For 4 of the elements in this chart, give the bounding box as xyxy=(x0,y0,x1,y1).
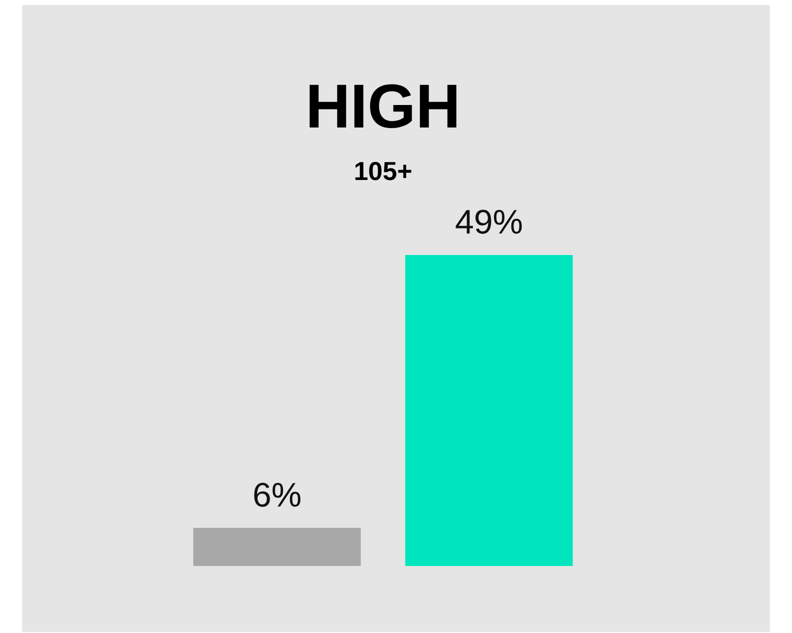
chart-subtitle: 105+ xyxy=(354,156,412,186)
data-label: 6% xyxy=(252,476,302,514)
data-label: 49% xyxy=(454,203,524,242)
chart-title: HIGH xyxy=(306,72,460,142)
